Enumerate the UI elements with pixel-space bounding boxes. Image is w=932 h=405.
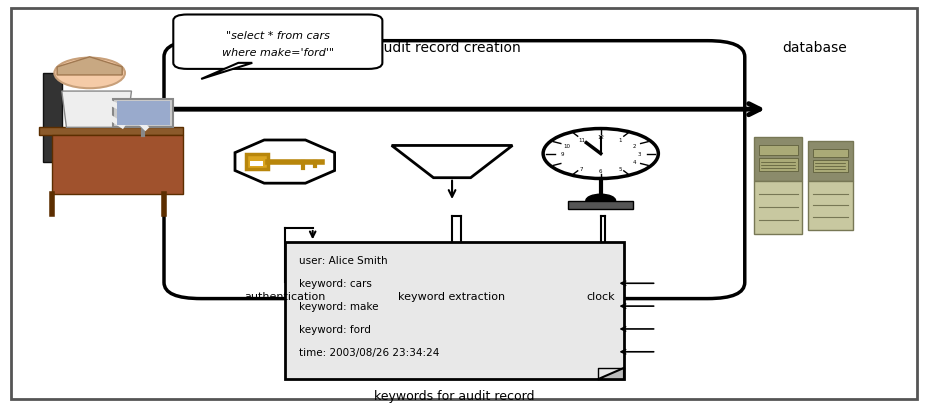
- Polygon shape: [598, 368, 624, 379]
- Text: 7: 7: [580, 166, 583, 171]
- Text: 1: 1: [618, 137, 622, 142]
- Text: audit record creation: audit record creation: [375, 40, 520, 55]
- Text: user: Alice Smith: user: Alice Smith: [299, 256, 388, 266]
- FancyBboxPatch shape: [813, 149, 848, 158]
- Text: 4: 4: [633, 160, 636, 165]
- Text: 6: 6: [599, 168, 602, 173]
- FancyBboxPatch shape: [569, 202, 633, 209]
- FancyBboxPatch shape: [813, 161, 848, 173]
- Text: database: database: [782, 40, 847, 55]
- Text: 12: 12: [597, 135, 604, 140]
- Polygon shape: [38, 128, 183, 136]
- Text: keyword: ford: keyword: ford: [299, 324, 371, 334]
- Text: keyword: cars: keyword: cars: [299, 279, 372, 289]
- Text: keyword: make: keyword: make: [299, 301, 378, 311]
- Polygon shape: [754, 138, 802, 181]
- Polygon shape: [62, 92, 131, 128]
- Text: authentication: authentication: [244, 291, 325, 301]
- Polygon shape: [754, 181, 802, 234]
- Text: time: 2003/08/26 23:34:24: time: 2003/08/26 23:34:24: [299, 347, 439, 357]
- Text: 10: 10: [564, 143, 570, 148]
- Text: 5: 5: [618, 166, 622, 171]
- FancyBboxPatch shape: [10, 9, 917, 399]
- Polygon shape: [391, 146, 513, 178]
- FancyBboxPatch shape: [251, 162, 263, 167]
- Polygon shape: [52, 136, 183, 194]
- FancyBboxPatch shape: [759, 158, 798, 172]
- FancyBboxPatch shape: [164, 42, 745, 299]
- Circle shape: [54, 58, 125, 89]
- Polygon shape: [808, 182, 853, 230]
- Text: 9: 9: [560, 151, 564, 157]
- Polygon shape: [113, 100, 173, 128]
- Text: where make='ford'": where make='ford'": [222, 48, 334, 58]
- Circle shape: [543, 129, 658, 179]
- FancyBboxPatch shape: [285, 243, 624, 379]
- Polygon shape: [808, 142, 853, 182]
- Polygon shape: [43, 74, 62, 162]
- Polygon shape: [235, 141, 335, 184]
- Text: 2: 2: [633, 143, 636, 148]
- Circle shape: [586, 195, 616, 208]
- FancyBboxPatch shape: [173, 15, 382, 70]
- Text: "select * from cars: "select * from cars: [226, 31, 330, 41]
- Text: 3: 3: [637, 151, 641, 157]
- FancyBboxPatch shape: [759, 146, 798, 156]
- Polygon shape: [116, 102, 170, 126]
- Text: keywords for audit record: keywords for audit record: [374, 389, 535, 402]
- Text: clock: clock: [586, 291, 615, 301]
- FancyBboxPatch shape: [246, 155, 268, 169]
- Text: keyword extraction: keyword extraction: [399, 291, 506, 301]
- Text: 11: 11: [578, 137, 585, 142]
- Polygon shape: [201, 64, 253, 80]
- Polygon shape: [57, 58, 122, 76]
